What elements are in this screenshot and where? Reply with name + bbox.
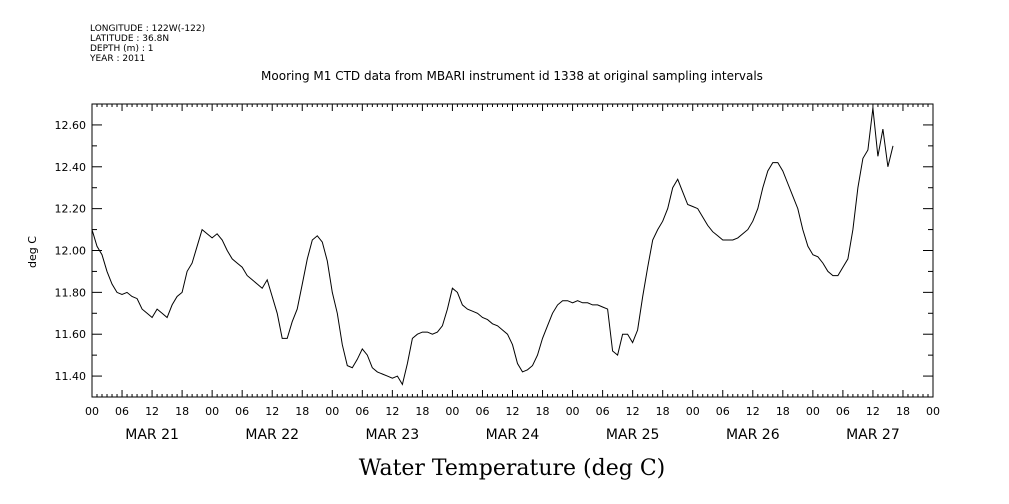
x-hour-label: 06 bbox=[235, 405, 249, 418]
x-day-label: MAR 22 bbox=[245, 427, 299, 443]
meta-depth: DEPTH (m) : 1 bbox=[90, 44, 153, 54]
x-hour-label: 00 bbox=[85, 405, 99, 418]
x-hour-label: 06 bbox=[596, 405, 610, 418]
y-tick-label: 12.60 bbox=[55, 119, 87, 132]
x-hour-label: 12 bbox=[385, 405, 399, 418]
y-tick-label: 11.40 bbox=[55, 370, 87, 383]
axis-ticks bbox=[91, 103, 934, 398]
x-hour-label: 18 bbox=[896, 405, 910, 418]
series-group bbox=[91, 108, 894, 386]
x-day-label: MAR 27 bbox=[846, 427, 900, 443]
y-tick-label: 12.20 bbox=[55, 203, 87, 216]
meta-latitude: LATITUDE : 36.8N bbox=[90, 34, 169, 44]
y-tick-label: 12.00 bbox=[55, 245, 87, 258]
x-day-label: MAR 24 bbox=[486, 427, 540, 443]
x-hour-label: 06 bbox=[475, 405, 489, 418]
x-hour-label: 00 bbox=[445, 405, 459, 418]
meta-year: YEAR : 2011 bbox=[89, 54, 145, 64]
x-day-label: MAR 23 bbox=[366, 427, 420, 443]
series-line bbox=[91, 108, 894, 386]
x-hour-label: 18 bbox=[536, 405, 550, 418]
x-hour-label: 00 bbox=[686, 405, 700, 418]
x-hour-label: 00 bbox=[566, 405, 580, 418]
x-hour-label: 00 bbox=[806, 405, 820, 418]
metadata-block: LONGITUDE : 122W(-122) LATITUDE : 36.8N … bbox=[89, 24, 205, 64]
axis-labels: 11.40 11.60 11.80 12.00 12.20 12.40 12.60 00 06 1… bbox=[55, 119, 941, 443]
y-axis-label: deg C bbox=[26, 236, 39, 268]
x-hour-label: 12 bbox=[145, 405, 159, 418]
x-hour-label: 18 bbox=[776, 405, 790, 418]
x-hour-label: 06 bbox=[716, 405, 730, 418]
x-hour-label: 00 bbox=[325, 405, 339, 418]
x-hour-label: 12 bbox=[626, 405, 640, 418]
x-hour-label: 18 bbox=[175, 405, 189, 418]
x-hour-label: 18 bbox=[415, 405, 429, 418]
x-hour-label: 18 bbox=[295, 405, 309, 418]
x-hour-label: 00 bbox=[205, 405, 219, 418]
y-tick-label: 11.80 bbox=[55, 286, 87, 299]
x-hour-label: 06 bbox=[115, 405, 129, 418]
x-axis-title: Water Temperature (deg C) bbox=[359, 456, 666, 481]
x-hour-label: 12 bbox=[265, 405, 279, 418]
x-hour-label: 06 bbox=[836, 405, 850, 418]
x-hour-label: 12 bbox=[746, 405, 760, 418]
x-day-label: MAR 26 bbox=[726, 427, 780, 443]
chart-title: Mooring M1 CTD data from MBARI instrumen… bbox=[261, 69, 763, 83]
x-hour-label: 12 bbox=[506, 405, 520, 418]
x-hour-label: 12 bbox=[866, 405, 880, 418]
meta-longitude: LONGITUDE : 122W(-122) bbox=[90, 24, 205, 34]
y-tick-label: 11.60 bbox=[55, 328, 87, 341]
x-day-label: MAR 25 bbox=[606, 427, 660, 443]
x-hour-label: 00 bbox=[926, 405, 940, 418]
x-hour-label: 06 bbox=[355, 405, 369, 418]
x-day-label: MAR 21 bbox=[125, 427, 179, 443]
x-hour-label: 18 bbox=[656, 405, 670, 418]
y-tick-label: 12.40 bbox=[55, 161, 87, 174]
plot-frame bbox=[91, 103, 934, 398]
